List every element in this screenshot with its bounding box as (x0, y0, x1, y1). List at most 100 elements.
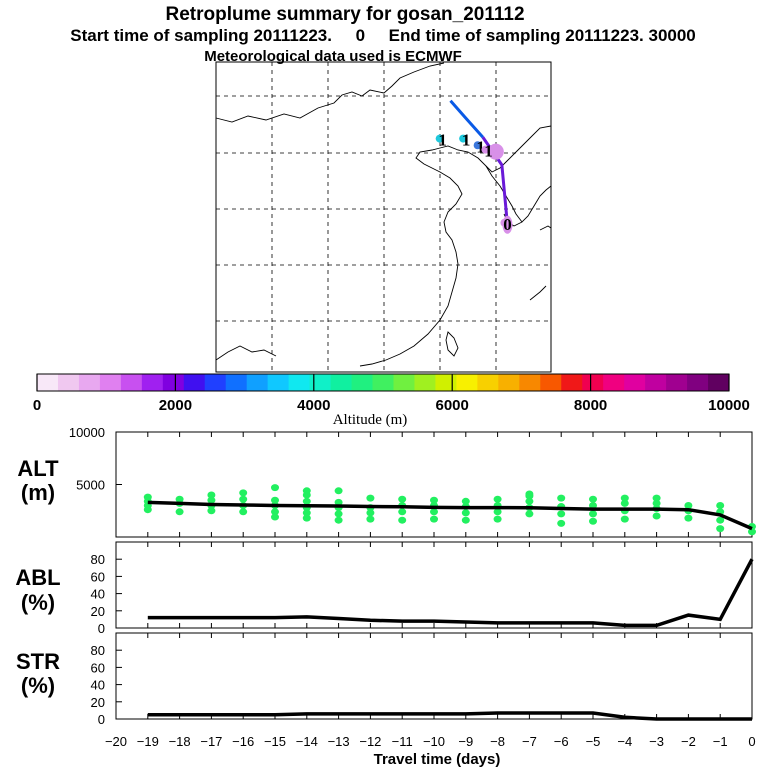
colorbar-cell (393, 374, 415, 391)
cluster-dot (481, 145, 490, 154)
abl-panel-unit: (%) (21, 590, 55, 615)
x-axis-label: Travel time (days) (374, 751, 501, 768)
cluster-dot (500, 218, 509, 227)
alt-scatter-point (589, 502, 597, 509)
colorbar-cell (351, 374, 374, 391)
x-tick-label: 0 (748, 734, 755, 749)
cluster-label: 0 (503, 215, 512, 234)
alt-scatter-point (652, 512, 661, 520)
colorbar-tick-label: 2000 (159, 397, 192, 414)
alt-scatter-point (557, 494, 566, 502)
colorbar-cell (225, 374, 248, 391)
alt-scatter-point (716, 516, 725, 524)
colorbar-cell (183, 374, 206, 391)
abl-line (147, 558, 754, 628)
colorbar-cell (519, 374, 541, 391)
colorbar-cell (120, 374, 143, 391)
alt-scatter-point (430, 515, 438, 523)
colorbar-cell (309, 374, 332, 391)
alt-scatter-point (557, 519, 566, 527)
colorbar-tick-label: 0 (33, 397, 41, 414)
alt-scatter-point (620, 494, 629, 502)
alt-scatter-point (302, 497, 311, 505)
cluster-dot (435, 134, 444, 143)
colorbar-cell (456, 374, 478, 391)
sampling-times: Start time of sampling 20111223. 0 End t… (70, 26, 696, 45)
str-line (147, 711, 752, 721)
colorbar-cell (372, 374, 394, 391)
alt-mean-line (147, 500, 753, 531)
x-tick-label: −19 (137, 734, 159, 749)
colorbar-cell (414, 374, 436, 391)
alt-scatter-point (525, 510, 534, 518)
alt-scatter-point (493, 508, 502, 516)
alt-scatter-point (430, 508, 438, 516)
alt-scatter-point (366, 509, 375, 517)
alt-scatter-point (716, 502, 725, 509)
colorbar-cell (330, 374, 353, 391)
abl-xticks (115, 542, 753, 628)
colorbar-cells (37, 374, 730, 391)
alt-scatter-point (716, 525, 725, 533)
abl-panel: ABL (%) 0 20 40 60 80 (15, 541, 754, 636)
x-tick-label: −4 (617, 734, 632, 749)
map-panel: 1 1 1 10 (215, 61, 552, 373)
alt-scatter-point (525, 490, 534, 498)
plume-track-lower (481, 136, 509, 225)
colorbar-cell (141, 374, 164, 391)
x-tick-label: −1 (713, 734, 728, 749)
alt-scatter-point (302, 509, 311, 517)
cluster-dot (459, 134, 468, 143)
alt-scatter-point (652, 494, 661, 502)
alt-scatter-point (493, 515, 502, 523)
alt-scatter-point (239, 489, 248, 497)
alt-scatter-point (302, 514, 311, 522)
colorbar-cell (498, 374, 520, 391)
alt-scatter-point (525, 497, 534, 505)
alt-scatter-point (461, 509, 470, 517)
abl-panel-title: ABL (15, 565, 60, 590)
x-tick-label: −7 (522, 734, 537, 749)
plume-track-upper (449, 99, 485, 139)
str-plot-frame (115, 632, 753, 720)
cluster-label: 1 (438, 131, 447, 150)
alt-scatter-point (684, 502, 693, 509)
alt-scatter-point (398, 516, 407, 524)
colorbar-label: Altitude (m) (333, 412, 408, 428)
abl-yticks: 0 20 40 60 80 (91, 552, 122, 636)
alt-scatter-point (207, 491, 216, 499)
cluster-label: 1 (484, 142, 493, 161)
colorbar-cell (624, 374, 646, 391)
alt-scatter-point (239, 495, 248, 503)
x-tick-label: −2 (681, 734, 696, 749)
x-tick-label: −20 (105, 734, 127, 749)
colorbar-cell (246, 374, 269, 391)
x-tick-label: −8 (490, 734, 505, 749)
alt-scatter-point (589, 510, 597, 518)
colorbar-cell (37, 374, 59, 391)
colorbar-tick-label: 8000 (574, 397, 607, 414)
colorbar-cell (78, 374, 101, 391)
colorbar-tick-label: 10000 (708, 397, 750, 414)
x-tick-label: −18 (169, 734, 191, 749)
y-tick-label: 40 (91, 678, 105, 693)
y-tick-label: 60 (91, 569, 105, 584)
x-tick-label: −11 (392, 734, 413, 749)
alt-scatter-point (334, 487, 343, 495)
colorbar-cell (561, 374, 583, 391)
x-tick-label: −3 (649, 734, 664, 749)
alt-scatter-point (652, 499, 661, 507)
colorbar-cell (708, 374, 730, 391)
y-tick-label: 20 (91, 695, 105, 710)
met-data-note: Meteorological data used is ECMWF (204, 48, 462, 65)
alt-scatter-point (461, 516, 470, 524)
alt-yticks: 5000 10000 (69, 425, 122, 493)
y-tick-label: 10000 (69, 425, 105, 440)
y-tick-label: 80 (91, 552, 105, 567)
y-tick-label: 20 (91, 604, 105, 619)
str-xtick-labels: −20 −19 −18 −17 −16 −15 −14 −13 −12 −11 −10 −9 −8 −7−… (105, 734, 756, 749)
x-tick-label: −17 (200, 734, 222, 749)
alt-scatter-point (207, 507, 216, 515)
colorbar-ticks: 0 2000 4000 6000 8000 10000 (33, 374, 750, 414)
